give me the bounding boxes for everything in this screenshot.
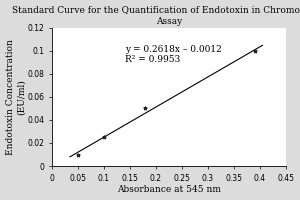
Point	[75, 153, 80, 156]
Y-axis label: Endotoxin Concentration
(EU/ml): Endotoxin Concentration (EU/ml)	[6, 39, 26, 155]
Title: Standard Curve for the Quantification of Endotoxin in Chromogenic
Assay: Standard Curve for the Quantification of…	[12, 6, 300, 26]
Point	[252, 49, 257, 52]
Text: y = 0.2618x – 0.0012
R² = 0.9953: y = 0.2618x – 0.0012 R² = 0.9953	[124, 45, 221, 64]
X-axis label: Absorbance at 545 nm: Absorbance at 545 nm	[117, 185, 221, 194]
Point	[101, 136, 106, 139]
Point	[143, 107, 148, 110]
